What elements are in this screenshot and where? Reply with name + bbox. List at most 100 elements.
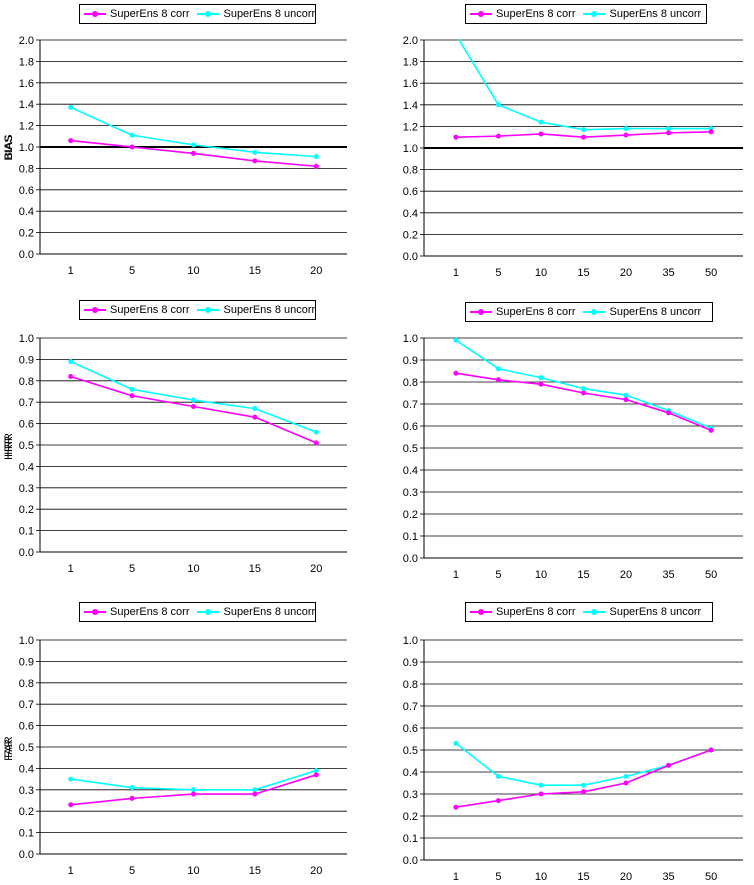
x-tick-label: 5 <box>129 563 135 575</box>
data-point <box>581 789 586 795</box>
data-point <box>68 374 74 380</box>
y-tick-label: 0.3 <box>403 789 418 801</box>
data-point <box>666 130 672 136</box>
y-tick-label: 0.9 <box>19 656 34 668</box>
y-tick-label: 1.2 <box>19 121 34 133</box>
y-tick-label: 0.0 <box>403 251 418 263</box>
legend-swatch-uncorr <box>583 307 606 317</box>
y-tick-label: 0.0 <box>403 553 418 565</box>
legend-swatch-uncorr <box>583 607 606 617</box>
data-point <box>313 154 319 160</box>
legend: SuperEns 8 corr SuperEns 8 uncorr <box>79 300 316 320</box>
y-tick-label: 0.1 <box>403 833 418 845</box>
y-tick-label: 0.5 <box>19 742 34 754</box>
legend-label-corr: SuperEns 8 corr <box>496 606 576 618</box>
legend-item-uncorr: SuperEns 8 uncorr <box>583 306 701 318</box>
data-point <box>538 381 544 387</box>
legend-label-corr: SuperEns 8 corr <box>496 8 576 20</box>
y-tick-label: 0.4 <box>403 208 418 220</box>
data-point <box>623 773 629 779</box>
y-tick-label: 0.7 <box>403 701 418 713</box>
legend-label-corr: SuperEns 8 corr <box>110 304 190 316</box>
data-point <box>495 798 501 804</box>
data-point <box>129 144 135 150</box>
y-tick-label: 0.7 <box>19 699 34 711</box>
data-point <box>495 377 501 383</box>
legend-label-uncorr: SuperEns 8 uncorr <box>609 306 702 318</box>
data-point <box>252 791 258 797</box>
data-point <box>129 386 135 392</box>
y-tick-label: 0.7 <box>19 397 34 409</box>
data-point <box>313 768 319 774</box>
y-tick-label: 0.0 <box>19 849 34 861</box>
data-point <box>68 359 74 365</box>
legend-label-corr: SuperEns 8 corr <box>110 606 190 618</box>
legend-item-uncorr: SuperEns 8 uncorr <box>197 8 315 20</box>
data-point <box>191 397 196 403</box>
x-tick-label: 10 <box>535 871 547 883</box>
series-corr <box>453 747 714 810</box>
legend-item-uncorr: SuperEns 8 uncorr <box>583 8 701 20</box>
x-tick-label: 10 <box>535 569 547 581</box>
data-point <box>252 149 258 155</box>
legend-label-uncorr: SuperEns 8 uncorr <box>609 8 702 20</box>
data-point <box>623 126 629 132</box>
y-tick-label: 0.6 <box>403 723 418 735</box>
data-point <box>313 440 319 446</box>
x-tick-label: 15 <box>577 871 589 883</box>
x-tick-label: 35 <box>662 569 674 581</box>
y-tick-label: 1.4 <box>403 100 418 112</box>
y-tick-label: 0.7 <box>403 399 418 411</box>
data-point <box>453 740 459 746</box>
y-tick-label: 0.4 <box>19 461 34 473</box>
y-tick-label: 0.3 <box>19 785 34 797</box>
legend-swatch-corr <box>84 305 106 315</box>
data-point <box>708 747 714 753</box>
series-corr <box>68 374 319 446</box>
y-tick-label: 1.2 <box>403 121 418 133</box>
series-uncorr <box>457 39 714 133</box>
x-tick-label: 15 <box>577 569 589 581</box>
x-tick-label: 5 <box>495 267 501 279</box>
y-tick-label: 1.8 <box>403 57 418 69</box>
data-point <box>495 366 501 372</box>
data-point <box>68 776 74 782</box>
data-point <box>495 102 501 108</box>
x-tick-label: 1 <box>453 267 459 279</box>
legend-label-uncorr: SuperEns 8 uncorr <box>223 304 316 316</box>
legend-label-uncorr: SuperEns 8 uncorr <box>223 606 316 618</box>
x-tick-label: 1 <box>453 871 459 883</box>
y-tick-label: 0.8 <box>403 679 418 691</box>
legend: SuperEns 8 corr SuperEns 8 uncorr <box>465 602 713 622</box>
data-point <box>453 337 459 343</box>
x-tick-label: 20 <box>310 563 322 575</box>
legend-item-corr: SuperEns 8 corr <box>84 8 189 20</box>
data-point <box>68 802 74 808</box>
y-tick-label: 0.2 <box>19 806 34 818</box>
y-tick-label: 0.6 <box>403 421 418 433</box>
data-point <box>191 142 196 148</box>
legend-item-corr: SuperEns 8 corr <box>470 306 575 318</box>
data-point <box>191 787 196 793</box>
y-tick-label: 1.6 <box>19 78 34 90</box>
legend-item-corr: SuperEns 8 corr <box>470 8 575 20</box>
series-uncorr <box>68 768 319 793</box>
legend-item-uncorr: SuperEns 8 uncorr <box>197 606 315 618</box>
data-point <box>313 163 319 169</box>
x-tick-label: 35 <box>662 267 674 279</box>
y-tick-label: 0.1 <box>403 531 418 543</box>
y-tick-label: 0.4 <box>19 206 34 218</box>
x-tick-label: 15 <box>249 265 261 277</box>
y-tick-label: 1.0 <box>403 143 418 155</box>
data-point <box>581 782 586 788</box>
y-tick-label: 0.2 <box>403 229 418 241</box>
y-tick-label: 0.8 <box>19 376 34 388</box>
x-tick-label: 20 <box>620 871 632 883</box>
data-point <box>252 414 258 420</box>
data-point <box>129 132 135 138</box>
